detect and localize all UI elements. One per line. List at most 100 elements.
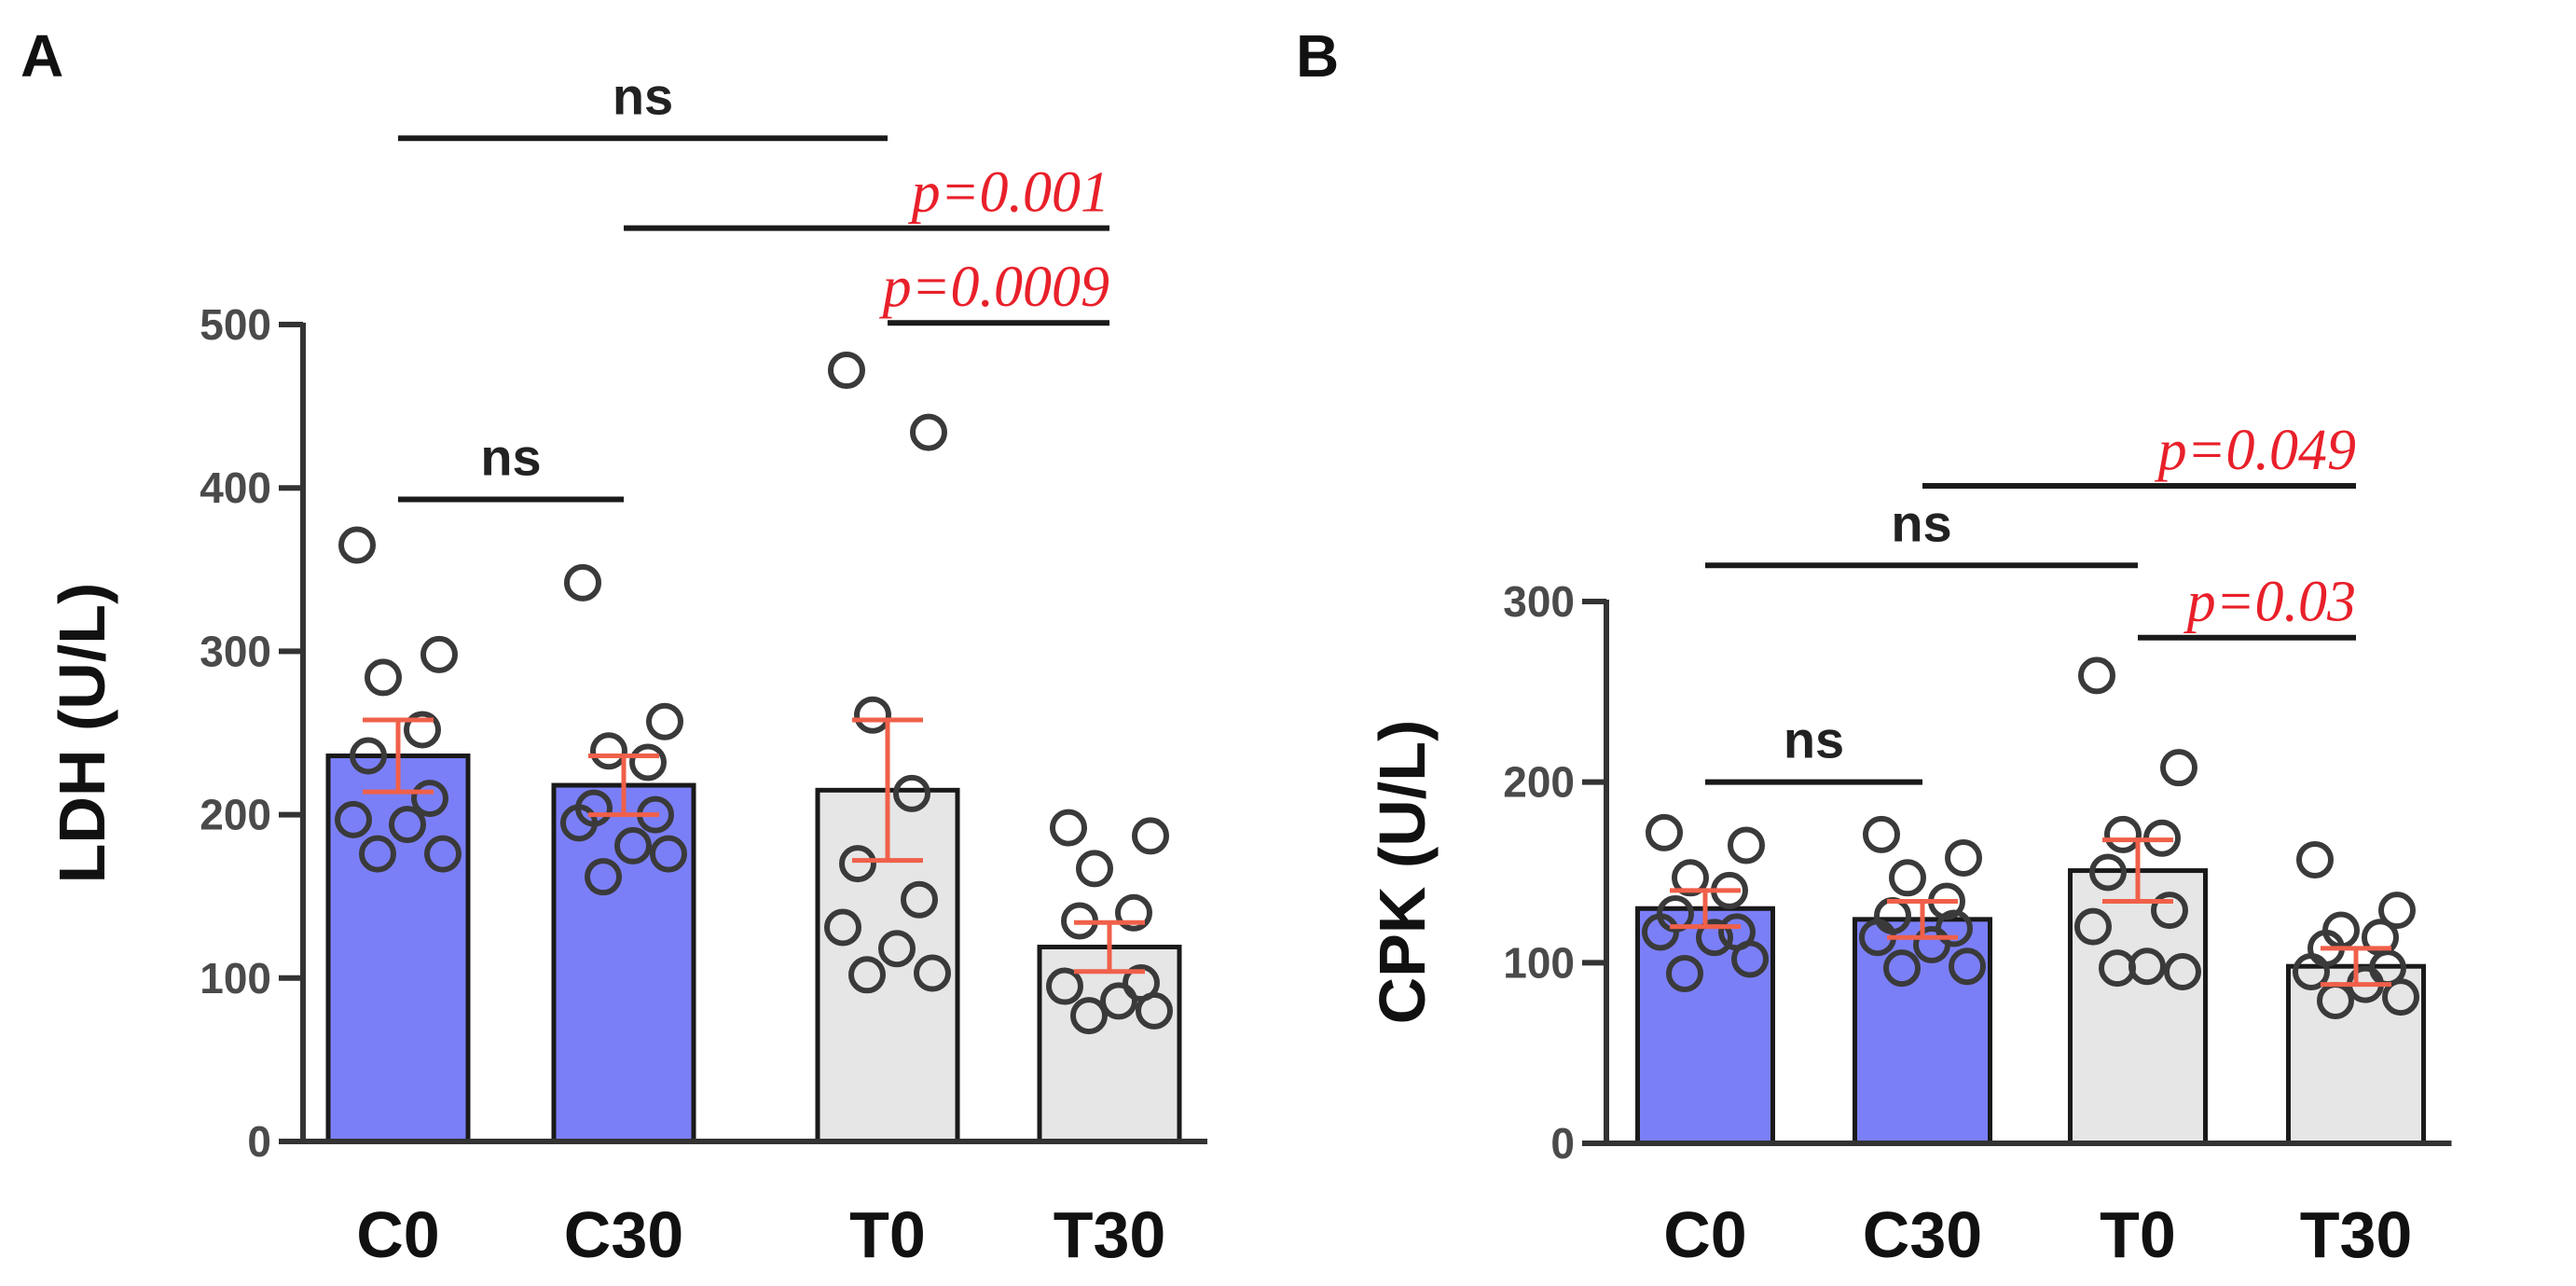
error-bar-b-t0 <box>2102 837 2173 904</box>
data-point-a-t30-3 <box>1076 850 1113 888</box>
y-tick-label-a-300: 300 <box>200 627 271 675</box>
data-point-b-t0-1 <box>2078 657 2115 695</box>
data-point-a-t30-8 <box>1100 982 1137 1020</box>
error-bar-a-c30 <box>588 754 659 818</box>
ns-label-b-1: ns <box>1784 711 1844 769</box>
data-point-b-t0-5 <box>2089 853 2127 892</box>
data-point-a-c30-1 <box>564 563 601 602</box>
data-point-b-t0-6 <box>2151 892 2188 930</box>
data-point-a-t0-8 <box>878 930 916 968</box>
p-value-label-b-3: p=0.049 <box>2155 419 2356 482</box>
bar-b-t30 <box>2286 963 2426 1146</box>
panel-letter-b: B <box>1296 22 1339 90</box>
data-point-a-c30-3 <box>590 732 627 770</box>
data-point-a-t0-10 <box>848 956 886 994</box>
panel-letter-a: A <box>21 22 63 90</box>
x-tick-label-b-t0: T0 <box>2100 1198 2176 1271</box>
data-point-b-t0-2 <box>2160 749 2197 787</box>
data-point-a-t0-3 <box>854 696 891 734</box>
data-point-b-t30-1 <box>2296 840 2334 878</box>
p-value-label-a-4: p=0.0009 <box>879 256 1109 319</box>
error-bar-b-c0 <box>1670 888 1741 930</box>
data-point-b-t30-7 <box>2293 953 2330 991</box>
data-point-b-c30-1 <box>1863 815 1900 853</box>
data-point-b-t0-9 <box>2164 953 2201 991</box>
data-point-b-c0-8 <box>1696 919 1733 957</box>
y-tick-label-b-0: 0 <box>1550 1119 1575 1168</box>
data-point-a-c30-4 <box>629 743 667 781</box>
data-point-b-t30-2 <box>2378 892 2416 930</box>
data-point-b-c0-7 <box>1642 913 1679 951</box>
p-value-label-a-3: p=0.001 <box>908 161 1109 225</box>
data-point-a-t0-5 <box>839 845 876 883</box>
y-tick-label-a-400: 400 <box>200 463 271 512</box>
data-point-b-t30-9 <box>2382 978 2419 1016</box>
data-point-a-t0-1 <box>828 352 865 390</box>
bar-a-c30 <box>551 782 696 1144</box>
data-point-b-c30-9 <box>1949 947 1986 986</box>
data-point-b-c0-9 <box>1731 940 1769 978</box>
y-tick-label-b-200: 200 <box>1503 758 1575 807</box>
p-value-label-b-4: p=0.03 <box>2183 571 2356 634</box>
ns-label-a-1: ns <box>480 427 541 486</box>
data-point-b-c0-1 <box>1646 813 1683 851</box>
data-point-a-t0-4 <box>893 774 930 812</box>
data-point-a-c0-6 <box>411 780 448 818</box>
ns-label-a-2: ns <box>613 66 673 125</box>
data-point-b-t0-3 <box>2104 815 2142 853</box>
x-tick-label-a-t30: T30 <box>1054 1198 1166 1271</box>
x-tick-label-b-t30: T30 <box>2300 1198 2413 1271</box>
data-point-a-c30-10 <box>585 858 622 896</box>
data-point-a-c0-10 <box>359 835 396 873</box>
data-point-a-c30-7 <box>560 804 598 842</box>
x-tick-label-a-c30: C30 <box>564 1198 683 1271</box>
error-bar-a-t0 <box>852 717 923 864</box>
data-point-b-t0-10 <box>2099 949 2136 988</box>
data-point-a-c0-5 <box>350 737 387 775</box>
x-tick-label-b-c0: C0 <box>1663 1198 1746 1271</box>
data-point-b-c0-2 <box>1728 826 1765 864</box>
bar-a-c0 <box>325 754 471 1144</box>
x-tick-label-a-t0: T0 <box>849 1198 926 1271</box>
data-point-a-c30-9 <box>650 835 687 873</box>
error-bar-a-c0 <box>363 717 434 795</box>
data-point-a-t0-7 <box>824 908 861 947</box>
y-tick-label-b-300: 300 <box>1503 577 1575 626</box>
data-point-a-t0-2 <box>910 413 947 451</box>
data-point-a-t30-10 <box>1070 997 1108 1035</box>
data-point-b-c30-10 <box>1883 949 1921 988</box>
error-bar-a-t30 <box>1074 920 1145 975</box>
data-point-a-c0-3 <box>365 658 402 697</box>
data-point-a-c0-4 <box>404 711 441 749</box>
data-point-a-c0-2 <box>420 635 458 673</box>
error-bar-b-c30 <box>1887 898 1958 940</box>
y-axis-title-b: CPK (U/L) <box>1366 720 1439 1025</box>
error-bar-b-t30 <box>2321 946 2391 988</box>
data-point-a-t30-1 <box>1050 809 1087 847</box>
y-tick-label-b-100: 100 <box>1503 938 1575 987</box>
data-point-b-c30-8 <box>1913 925 1950 963</box>
data-point-a-c30-8 <box>614 826 652 864</box>
y-tick-label-a-200: 200 <box>200 791 271 839</box>
x-tick-label-b-c30: C30 <box>1863 1198 1982 1271</box>
data-point-a-t0-6 <box>901 880 938 919</box>
data-point-a-t30-2 <box>1132 817 1169 855</box>
data-point-a-t0-9 <box>914 954 951 992</box>
y-axis-title-a: LDH (U/L) <box>46 583 118 884</box>
cpk-chart: 0 100 200 300 C0 C30 T0 T30 CPK (U/L) ns ns p=0.049… <box>1366 419 2452 1271</box>
data-point-b-t0-7 <box>2074 907 2112 946</box>
data-point-b-c0-10 <box>1666 954 1703 992</box>
data-point-a-c0-1 <box>338 526 376 564</box>
data-point-a-t30-4 <box>1115 893 1152 932</box>
y-tick-label-a-500: 500 <box>200 300 271 349</box>
y-tick-label-a-100: 100 <box>200 954 271 1003</box>
x-tick-label-a-c0: C0 <box>356 1198 439 1271</box>
data-point-b-c30-2 <box>1945 839 1982 878</box>
data-point-a-c0-8 <box>389 806 426 844</box>
data-point-b-c30-3 <box>1889 859 1926 897</box>
data-point-a-t30-9 <box>1136 991 1173 1030</box>
data-point-a-c0-9 <box>424 835 461 873</box>
ns-label-b-2: ns <box>1891 493 1951 552</box>
data-point-b-c0-3 <box>1672 859 1709 897</box>
